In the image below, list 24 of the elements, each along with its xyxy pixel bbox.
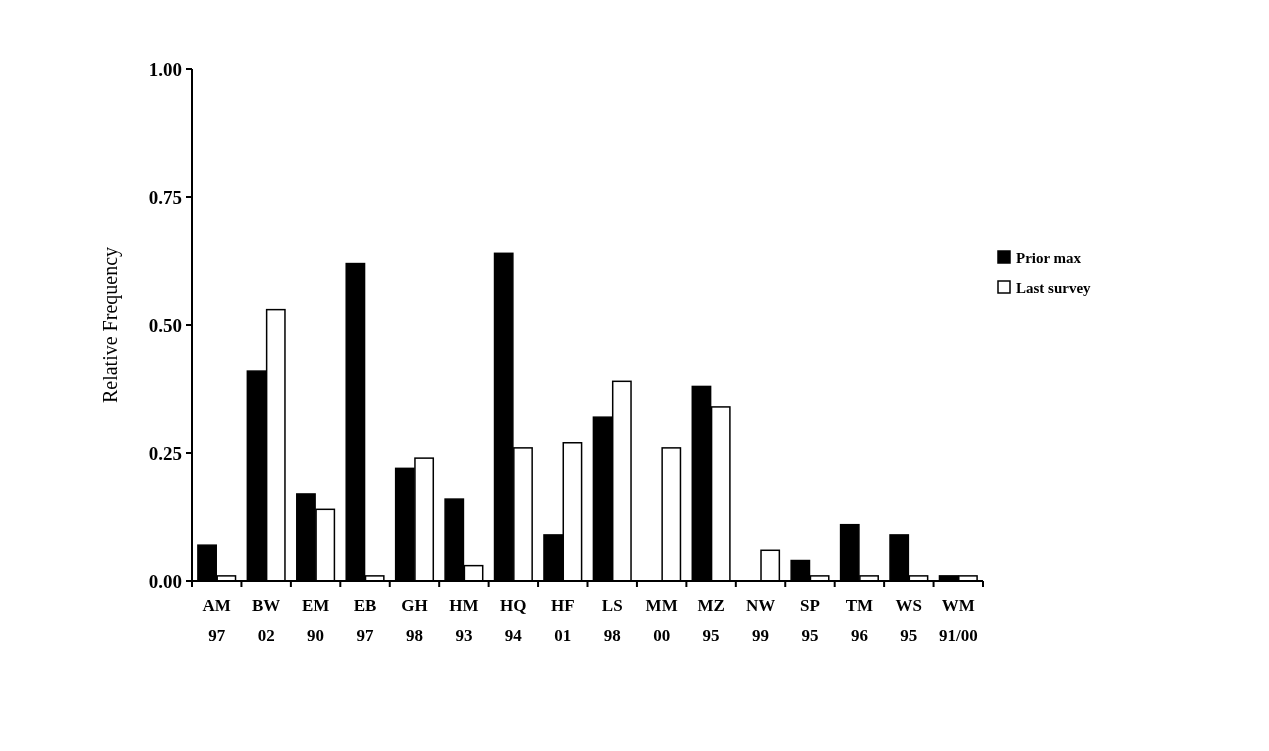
x-tick-label: BW 02 [251, 596, 281, 645]
x-tick-label: HQ 94 [500, 596, 527, 645]
x-tick-label: AM 97 [202, 596, 231, 645]
x-tick-label: EB 97 [353, 596, 377, 645]
legend-label: Last survey [1016, 280, 1092, 297]
x-tick-label: MM 00 [645, 596, 678, 645]
y-tick-label: 0.50 [148, 314, 182, 336]
y-axis-title: Relative Frequency [99, 246, 122, 404]
y-tick-label: 0.25 [148, 442, 182, 464]
x-tick-label: NW 99 [745, 596, 776, 645]
x-tick-label: EM 90 [301, 596, 330, 645]
y-tick-label: 0.00 [148, 570, 182, 592]
x-tick-label: WM 91/00 [938, 596, 978, 645]
x-tick-label: TM 96 [845, 596, 874, 645]
x-tick-label: GH 98 [401, 596, 428, 645]
x-tick-label: WS 95 [895, 596, 923, 645]
x-tick-label: SP 95 [800, 596, 820, 645]
y-tick-label: 0.75 [148, 186, 182, 208]
x-tick-label: HM 93 [449, 596, 479, 645]
x-tick-label: LS 98 [601, 596, 623, 645]
legend-label: Prior max [1016, 250, 1082, 267]
y-tick-label: 1.00 [148, 58, 182, 80]
x-tick-label: MZ 95 [697, 596, 725, 645]
x-tick-label: HF 01 [550, 596, 575, 645]
